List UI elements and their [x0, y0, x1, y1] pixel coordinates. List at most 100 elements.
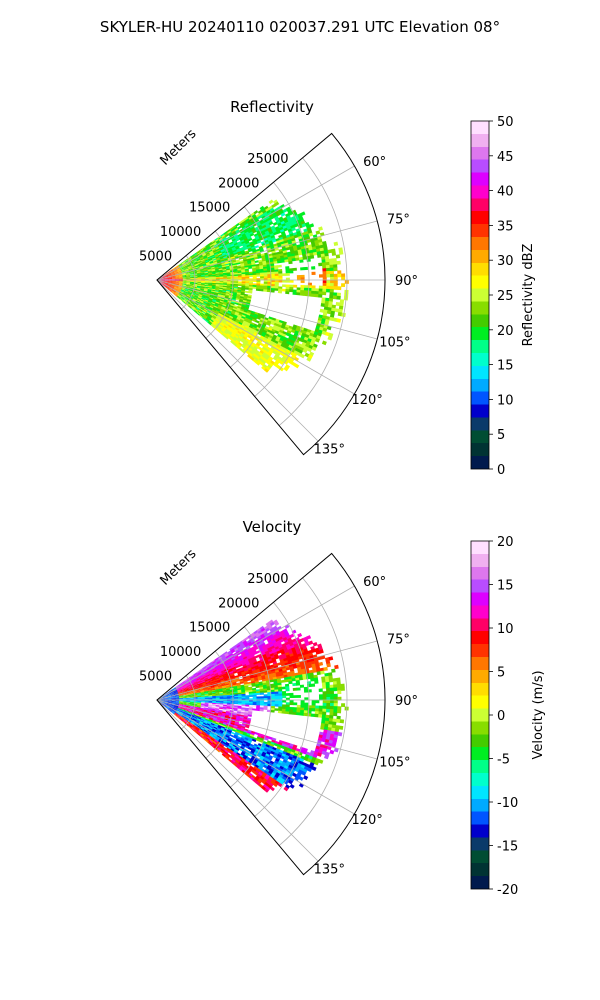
- radar-gate: [208, 668, 213, 672]
- radar-gate: [230, 303, 235, 307]
- radar-gate: [326, 267, 331, 272]
- radar-gate: [171, 283, 176, 285]
- radar-gate: [197, 693, 202, 696]
- radar-gate: [199, 314, 204, 318]
- radar-gate: [208, 276, 213, 278]
- radar-gate: [326, 270, 331, 275]
- radar-gate: [242, 226, 247, 231]
- radar-gate: [175, 685, 180, 689]
- radar-gate: [205, 252, 210, 256]
- radar-gate: [244, 643, 249, 648]
- radar-gate: [241, 660, 246, 665]
- radar-gate: [218, 686, 223, 689]
- radar-gate: [160, 280, 165, 282]
- radar-gate: [220, 298, 225, 301]
- radar-gate: [205, 672, 210, 676]
- radar-gate: [214, 311, 220, 315]
- radar-gate: [277, 324, 282, 328]
- radar-gate: [199, 685, 204, 688]
- radar-gate: [219, 281, 224, 283]
- radar-gate: [218, 266, 223, 269]
- radar-gate: [243, 334, 248, 339]
- radar-gate: [333, 286, 338, 290]
- radar-gate: [248, 689, 253, 693]
- radar-gate: [210, 686, 215, 689]
- radar-gate: [231, 245, 236, 249]
- radar-gate: [322, 700, 327, 704]
- radar-gate: [189, 704, 194, 706]
- radar-gate: [215, 310, 220, 314]
- radar-gate: [282, 280, 287, 283]
- radar-gate: [207, 315, 212, 320]
- radar-gate: [234, 243, 239, 248]
- radar-gate: [221, 292, 226, 295]
- radar-gate: [178, 286, 183, 288]
- reflectivity-range-label: Meters: [158, 126, 200, 168]
- radar-gate: [281, 634, 287, 639]
- radar-gate: [203, 308, 208, 312]
- radar-gate: [229, 250, 234, 254]
- radar-gate: [185, 286, 190, 289]
- radar-gate: [244, 239, 249, 243]
- radar-gate: [263, 648, 269, 653]
- radar-gate: [181, 690, 186, 693]
- radar-gate: [179, 699, 184, 700]
- radar-gate: [196, 289, 201, 291]
- radar-gate: [266, 346, 271, 351]
- radar-gate: [175, 696, 180, 698]
- radar-gate: [259, 685, 264, 688]
- radar-gate: [185, 691, 190, 694]
- radar-gate: [176, 687, 181, 691]
- radar-gate: [200, 271, 205, 274]
- radar-gate: [191, 265, 196, 268]
- radar-gate: [195, 293, 200, 296]
- radar-gate: [211, 255, 216, 259]
- radar-gate: [253, 663, 259, 667]
- radar-gate: [187, 686, 192, 689]
- radar-gate: [326, 285, 331, 290]
- radar-gate: [190, 294, 195, 297]
- radar-gate: [252, 285, 257, 288]
- radar-gate: [197, 276, 202, 278]
- radar-gate: [196, 250, 201, 255]
- radar-gate: [224, 652, 229, 657]
- radar-gate: [219, 666, 224, 670]
- radar-gate: [262, 646, 268, 651]
- radar-gate: [227, 319, 232, 323]
- radar-gate: [329, 267, 334, 272]
- radar-gate: [248, 288, 253, 291]
- radar-gate: [222, 711, 227, 714]
- radar-gate: [272, 649, 277, 654]
- radar-gate: [225, 654, 230, 659]
- radar-gate: [241, 302, 247, 306]
- radar-gate: [247, 354, 252, 359]
- radar-gate: [219, 697, 224, 700]
- radar-gate: [248, 669, 253, 673]
- radar-gate: [241, 653, 246, 657]
- radar-gate: [208, 315, 213, 319]
- radar-gate: [296, 709, 301, 713]
- radar-gate: [195, 685, 200, 688]
- radar-gate: [167, 697, 172, 699]
- radar-gate: [282, 284, 287, 288]
- radar-gate: [176, 267, 181, 271]
- radar-gate: [200, 707, 205, 710]
- radar-gate: [250, 632, 256, 637]
- radar-gate: [199, 676, 204, 680]
- radar-gate: [207, 690, 212, 693]
- radar-gate: [250, 349, 256, 354]
- radar-gate: [206, 310, 211, 314]
- radar-gate: [160, 278, 165, 280]
- radar-gate: [170, 693, 175, 696]
- radar-gate: [214, 673, 219, 677]
- radar-gate: [160, 700, 165, 702]
- radar-gate: [233, 315, 238, 320]
- radar-gate: [178, 262, 182, 266]
- radar-gate: [213, 326, 218, 331]
- radar-gate: [318, 285, 323, 290]
- radar-gate: [189, 284, 194, 286]
- radar-gate: [329, 703, 335, 707]
- radar-gate: [336, 292, 342, 297]
- radar-gate: [270, 265, 275, 269]
